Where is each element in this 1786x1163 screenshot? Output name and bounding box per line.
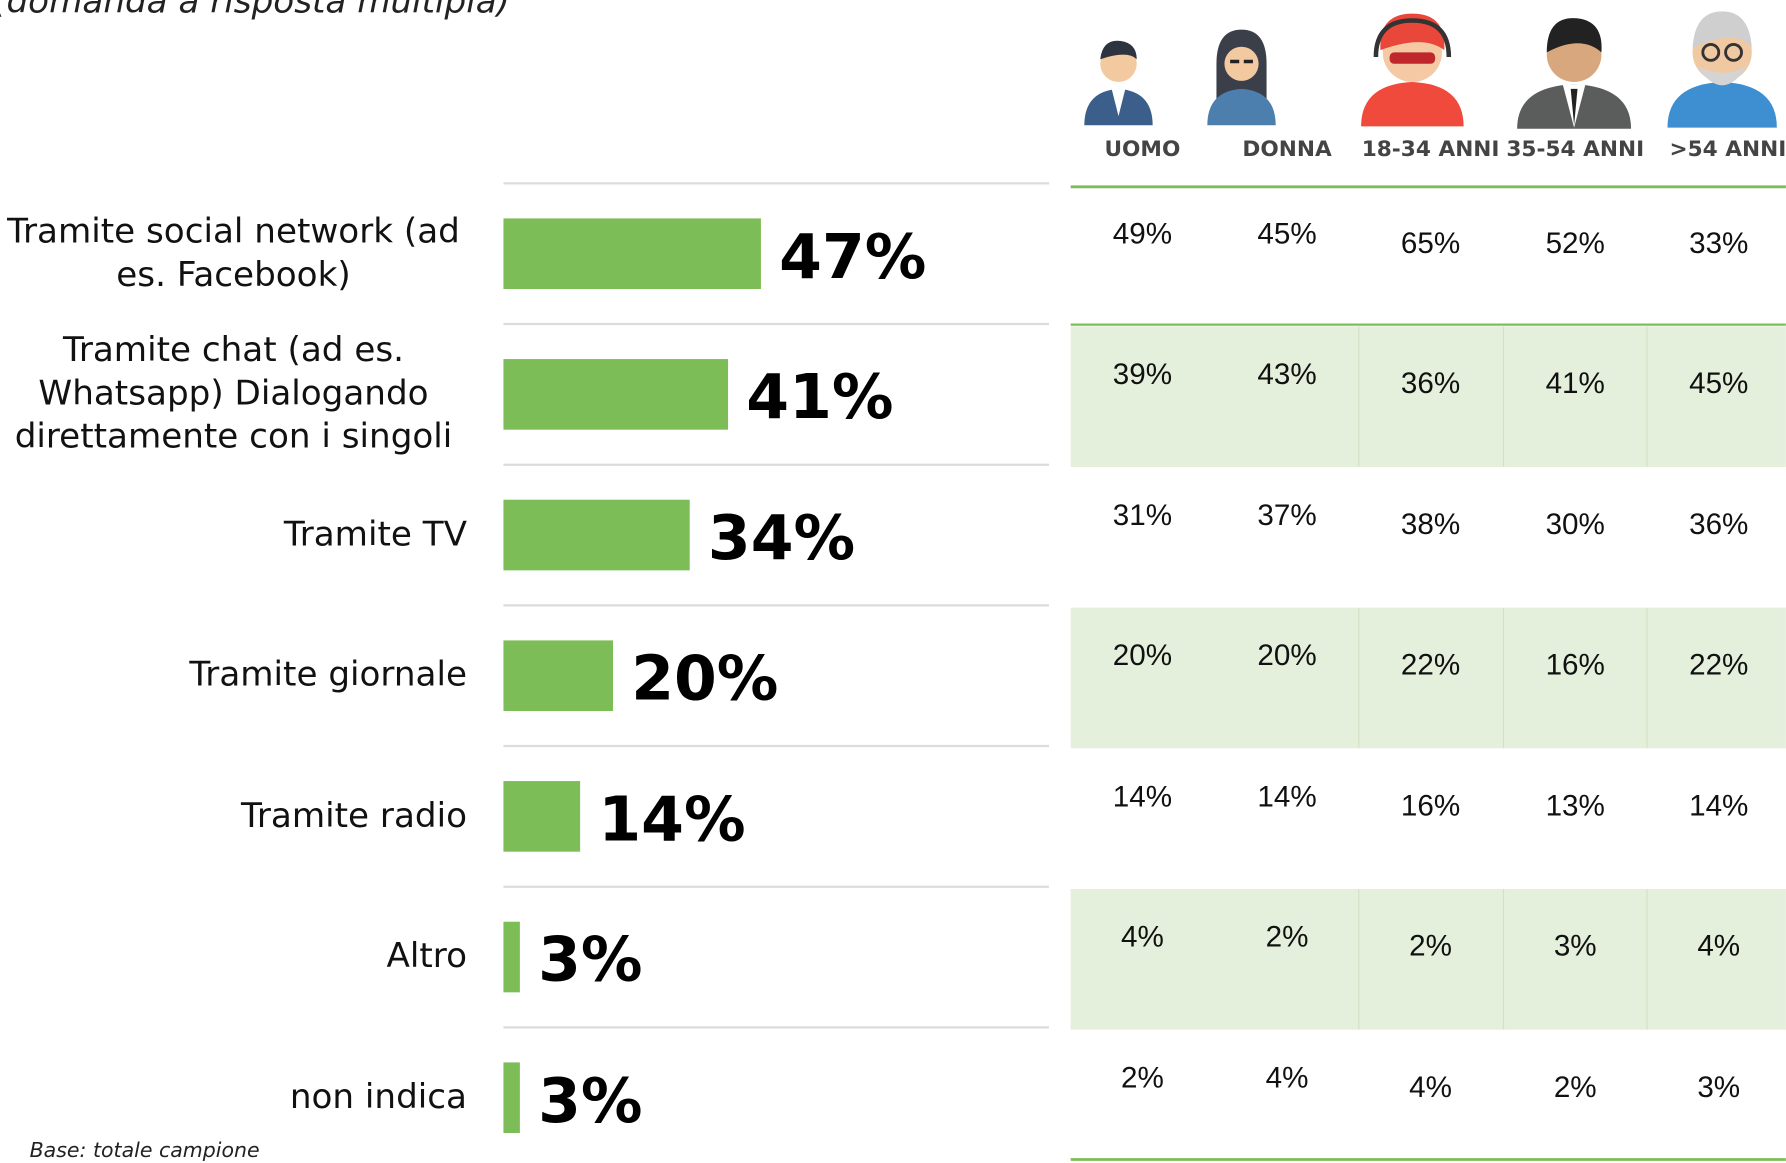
category-label: Tramite giornale (0, 606, 467, 746)
table-cell: 49% (1112, 216, 1173, 251)
bar (503, 499, 690, 571)
category-text: Tramite chat (ad es. Whatsapp) Dialogand… (14, 330, 453, 458)
icon-35-54 (1517, 18, 1632, 129)
icon-over-54 (1667, 11, 1777, 128)
column-header: DONNA (1242, 136, 1332, 162)
category-text: Tramite social network (ad es. Facebook) (7, 211, 460, 295)
table-cell: 4% (1697, 928, 1741, 963)
category-label: Tramite radio (0, 746, 467, 886)
category-label: non indica (0, 1028, 467, 1163)
row-band (1070, 326, 1786, 467)
icon-18-34 (1361, 13, 1464, 127)
table-cell: 16% (1545, 647, 1605, 682)
table-cell: 22% (1400, 647, 1461, 682)
table-cell: 20% (1257, 638, 1317, 673)
column-header: 18-34 ANNI (1361, 136, 1500, 162)
category-text: Tramite TV (283, 514, 467, 555)
value-label: 20% (631, 642, 779, 715)
bar (503, 1062, 520, 1134)
table-cell: 36% (1400, 365, 1461, 401)
table-cell: 37% (1257, 497, 1317, 532)
column-header: 35-54 ANNI (1506, 136, 1645, 162)
table-cell: 43% (1257, 356, 1317, 391)
table-cell: 20% (1112, 638, 1173, 673)
table-cell: 39% (1112, 356, 1173, 391)
table-cell: 3% (1553, 928, 1597, 963)
category-text: Altro (386, 936, 467, 977)
table-cell: 38% (1400, 506, 1461, 541)
category-text: non indica (289, 1077, 467, 1118)
table-cell: 2% (1121, 1060, 1164, 1095)
table-cell: 36% (1689, 506, 1749, 541)
value-label: 3% (538, 1064, 643, 1137)
category-label: Altro (0, 887, 467, 1027)
icon-uomo (1084, 40, 1153, 126)
bar (503, 921, 520, 993)
table-cell: 13% (1545, 787, 1605, 823)
column-header: >54 ANNI (1669, 136, 1786, 162)
table-cell: 16% (1400, 787, 1461, 823)
value-label: 34% (707, 502, 856, 574)
bar (503, 640, 614, 712)
column-header: UOMO (1104, 136, 1181, 162)
table-cell: 3% (1697, 1069, 1741, 1104)
value-label: 41% (746, 361, 894, 434)
table-cell: 52% (1545, 225, 1605, 260)
subtitle: (domanda a risposta multipla) (0, 0, 510, 22)
category-label: Tramite social network (ad es. Facebook) (0, 184, 467, 324)
table-cell: 33% (1689, 225, 1749, 260)
table-cell: 22% (1689, 647, 1749, 682)
table-cell: 14% (1257, 778, 1317, 813)
table-cell: 31% (1112, 497, 1173, 532)
value-label: 47% (779, 220, 927, 293)
row-band (1070, 888, 1786, 1030)
category-label: Tramite chat (ad es. Whatsapp) Dialogand… (0, 324, 467, 464)
table-cell: 14% (1689, 787, 1749, 823)
value-label: 3% (538, 924, 643, 996)
table-cell: 2% (1409, 928, 1452, 963)
bar (503, 359, 729, 430)
table-cell: 14% (1112, 778, 1173, 813)
table-cell: 65% (1400, 225, 1461, 260)
table-cell: 2% (1553, 1069, 1597, 1104)
table-cell: 2% (1265, 919, 1309, 954)
category-label: Tramite TV (0, 465, 467, 605)
table-cell: 41% (1545, 365, 1605, 401)
icon-donna (1207, 29, 1276, 126)
row-band (1070, 607, 1786, 749)
footnote: Base: totale campione (29, 1139, 260, 1163)
table-cell: 30% (1545, 506, 1605, 541)
table-cell: 4% (1409, 1069, 1452, 1104)
table-cell: 4% (1265, 1060, 1309, 1095)
bar (503, 218, 761, 290)
category-text: Tramite giornale (189, 655, 467, 696)
category-text: Tramite radio (241, 795, 467, 836)
table-cell: 45% (1257, 216, 1317, 251)
value-label: 14% (598, 783, 746, 856)
bar (503, 781, 581, 852)
table-cell: 45% (1689, 365, 1749, 401)
table-cell: 4% (1121, 919, 1164, 954)
